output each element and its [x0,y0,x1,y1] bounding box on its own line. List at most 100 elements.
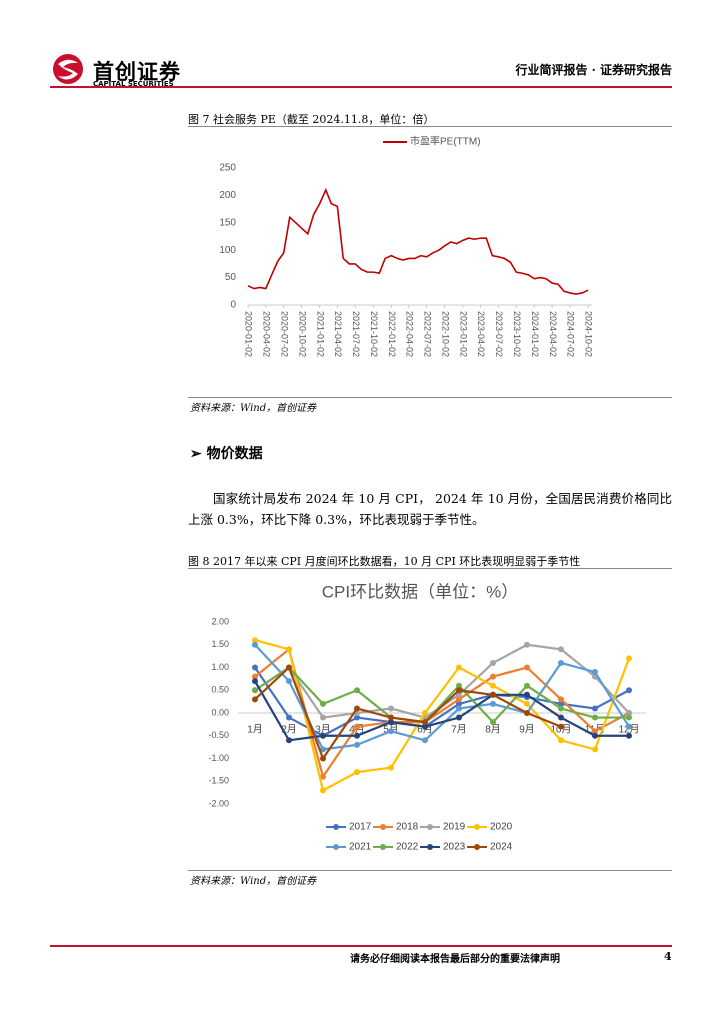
data-point [456,696,462,703]
data-point [422,719,428,726]
data-point [252,687,258,694]
data-point [524,700,530,707]
data-point [252,637,258,644]
x-tick-label: 2024-07-02 [566,311,576,357]
x-tick-label: 2024-04-02 [548,311,558,357]
data-point [626,687,632,694]
legend-label: 市盈率PE(TTM) [410,135,481,148]
data-point [320,700,326,707]
figure-source: 资料来源：Wind，首创证券 [190,876,317,887]
data-point [592,732,598,739]
data-point [354,723,360,730]
data-point [626,710,632,716]
cpi-chart: CPI环比数据（单位：%） -2.00 -1.50 -1.00 -0.50 0.00 0.5… [208,582,646,853]
data-point [524,691,530,698]
data-point [456,687,462,694]
data-point [626,655,632,662]
data-point [524,641,530,648]
data-point [558,646,564,653]
legend-dot [380,844,386,850]
data-point [558,723,564,730]
data-point [456,691,462,698]
data-point [252,673,258,680]
footer-rule [50,945,672,947]
y-tick-label: 1.50 [211,639,229,649]
x-tick-label: 2020-07-02 [279,311,289,357]
data-point [422,710,428,716]
legend-dot [474,824,480,830]
x-tick-label: 2020-04-02 [261,311,271,357]
data-point [524,710,530,716]
data-point [456,682,462,689]
legend-label: 2019 [443,822,466,833]
y-tick-label: 0 [230,300,236,311]
data-point [626,714,632,721]
section-heading: ➢ 物价数据 [190,443,263,463]
source-rule [188,397,672,398]
data-line [254,666,629,724]
data-point [354,769,360,776]
x-tick-label: 9月 [519,724,535,736]
data-line [254,643,630,751]
legend-label: 2017 [349,822,372,833]
data-point [320,787,326,794]
data-line [254,666,562,760]
x-tick-label: 2020-10-02 [297,311,307,357]
legend-dot [427,824,433,830]
report-type: 行业简评报告 · 证券研究报告 [515,63,672,77]
y-tick-label: -2.00 [208,798,229,808]
data-point [354,732,360,739]
data-point [558,714,564,721]
y-tick-label: 0.00 [211,707,229,717]
x-tick-label: 7月 [451,724,467,736]
data-point [490,700,496,707]
data-point [592,728,598,735]
data-point [354,687,360,694]
data-point [354,741,360,748]
x-tick-label: 2021-10-02 [369,311,379,357]
y-tick-label: 2.00 [211,616,229,626]
company-name-en: CAPITAL SECURITIES [93,80,174,88]
x-tick-label: 2023-04-02 [476,311,486,357]
data-point [388,705,394,712]
caption-rule [188,126,672,127]
data-point [456,700,462,707]
data-point [558,696,564,703]
data-point [320,746,326,753]
legend-dot [380,824,386,830]
x-tick-label: 2022-07-02 [422,311,432,357]
data-point [490,691,496,698]
data-point [388,714,394,721]
data-point [388,719,394,726]
x-tick-label: 1月 [247,724,263,736]
legend-label: 2022 [396,842,419,853]
data-point [286,646,292,653]
data-point [626,732,632,739]
data-line [254,648,630,778]
paragraph: 国家统计局发布 2024 年 10 月 CPI， 2024 年 10 月份，全国… [188,491,672,527]
figure-caption: 图 7 社会服务 PE（截至 2024.11.8，单位：倍） [188,113,435,126]
data-point [524,664,530,671]
data-line [254,680,629,742]
data-point [456,705,462,712]
data-point [320,732,326,739]
y-tick-label: 0.50 [211,685,229,695]
footer-notice: 请务必仔细阅读本报告最后部分的重要法律声明 [350,954,560,965]
page-number: 4 [664,950,672,963]
data-point [558,705,564,712]
legend-dot [474,844,480,850]
x-tick-label: 2021-07-02 [351,311,361,357]
data-point [388,764,394,771]
legend-label: 2023 [443,842,466,853]
data-point [592,669,598,676]
data-point [286,714,292,721]
data-point [252,696,258,703]
x-tick-label: 2022-04-02 [405,311,415,357]
y-tick-label: 50 [225,272,237,283]
data-point [354,714,360,721]
data-point [558,659,564,666]
data-point [286,737,292,744]
figure-source: 资料来源：Wind，首创证券 [190,403,317,414]
legend-label: 2024 [490,842,513,853]
data-point [252,641,258,648]
